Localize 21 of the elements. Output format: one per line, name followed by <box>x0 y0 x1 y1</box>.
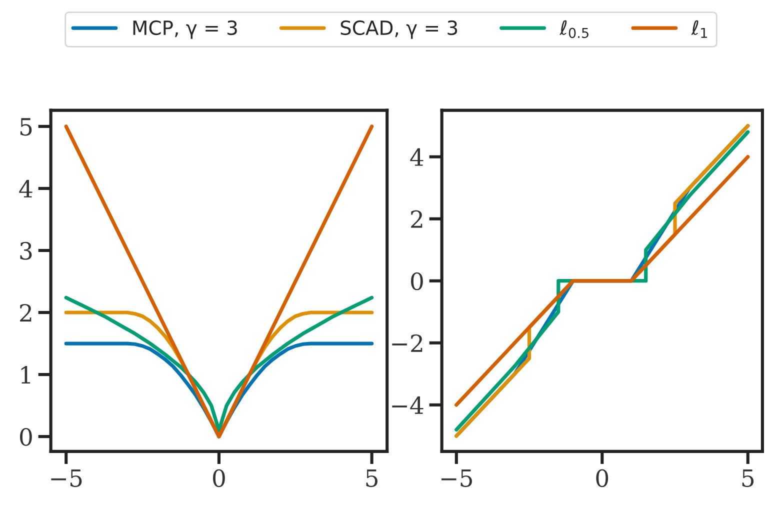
y-tick-label: 3 <box>20 242 32 260</box>
y-tick-label: 0 <box>411 272 423 290</box>
x-tick-label: 5 <box>366 470 378 488</box>
x-tick-label: −5 <box>442 470 472 488</box>
legend-label: ℓ$_{1}$ <box>691 20 707 38</box>
y-tick-label: 4 <box>19 180 32 198</box>
x-tick-label: 0 <box>596 469 608 488</box>
x-tick-label: 0 <box>213 469 225 488</box>
x-tick-label: 5 <box>742 470 754 488</box>
legend-label: ℓ$_{0.5}$ <box>559 20 588 38</box>
y-tick-label: 2 <box>20 304 32 322</box>
y-tick-label: −2 <box>392 334 422 352</box>
legend-label: MCP, γ = 3 <box>133 20 237 39</box>
x-tick-label: −5 <box>51 470 82 488</box>
y-tick-label: 2 <box>411 210 422 228</box>
y-tick-label: 1 <box>21 366 30 384</box>
y-tick-label: 5 <box>20 118 32 136</box>
y-tick-label: 0 <box>20 428 32 446</box>
y-tick-label: −4 <box>392 396 424 414</box>
y-tick-label: 4 <box>410 148 424 166</box>
legend-label: SCAD, γ = 3 <box>340 20 458 39</box>
